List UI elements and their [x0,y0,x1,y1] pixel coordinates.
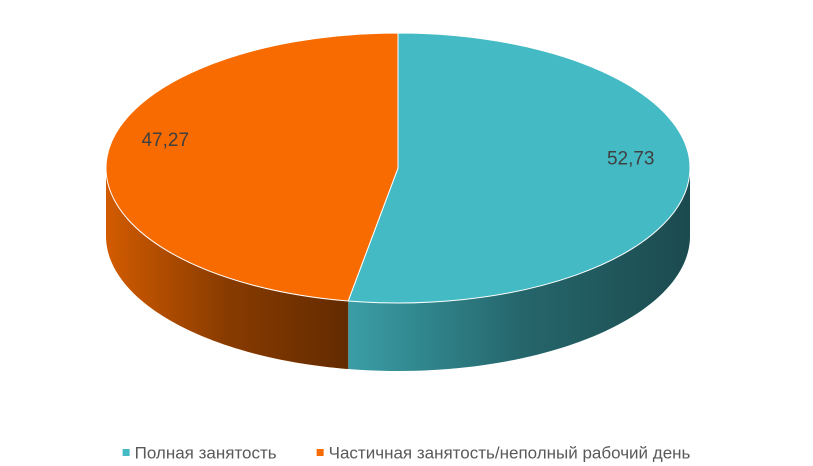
side-shade [106,168,349,370]
legend-swatch [122,449,130,456]
slice [105,32,399,302]
data-label: 52,73 [607,148,655,169]
legend-label: Полная занятость [135,443,277,462]
side-shade [348,168,690,371]
slice [347,32,691,304]
legend-swatch [316,449,324,456]
data-label: 47,27 [141,130,189,151]
legend-label: Частичная занятость/неполный рабочий ден… [329,443,691,462]
